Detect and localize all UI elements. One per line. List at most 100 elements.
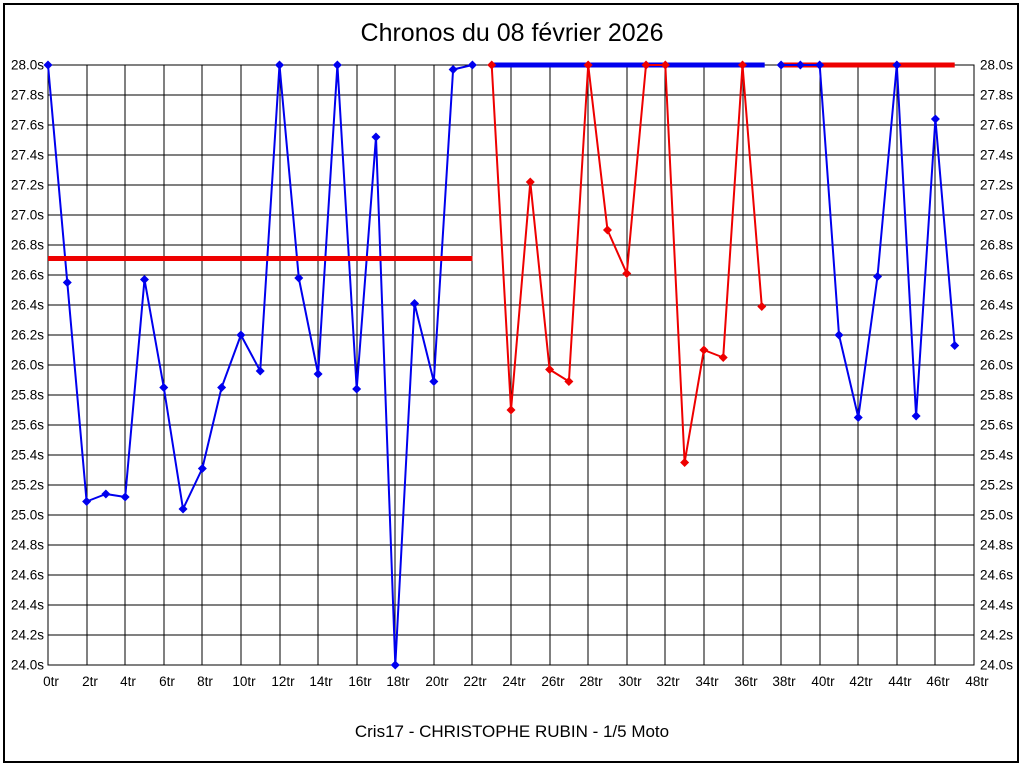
- red-stint-marker: [487, 60, 497, 70]
- blue-stint-1-marker: [101, 489, 111, 499]
- y-tick-label-left: 24.2s: [11, 628, 44, 643]
- blue-stint-2-marker: [873, 272, 883, 281]
- y-tick-label-right: 24.6s: [980, 568, 1013, 583]
- x-tick-label: 14tr: [309, 674, 333, 689]
- blue-stint-1-marker: [139, 275, 149, 284]
- y-tick-label-left: 25.0s: [11, 508, 44, 523]
- red-stint-marker: [680, 458, 690, 467]
- y-tick-label-left: 24.8s: [11, 538, 44, 553]
- y-tick-label-left: 26.8s: [11, 238, 44, 253]
- y-tick-label-right: 26.2s: [980, 328, 1013, 343]
- blue-stint-1-marker: [159, 383, 169, 392]
- outer-frame: [3, 3, 1019, 763]
- x-tick-label: 28tr: [579, 674, 603, 689]
- chart-title: Chronos du 08 février 2026: [360, 19, 664, 47]
- blue-stint-1-marker: [255, 366, 265, 376]
- y-tick-label-left: 26.2s: [11, 328, 44, 343]
- y-tick-label-left: 26.0s: [11, 358, 44, 373]
- y-tick-label-right: 26.6s: [980, 268, 1013, 283]
- y-tick-label-right: 24.8s: [980, 538, 1013, 553]
- x-tick-label: 26tr: [541, 674, 565, 689]
- red-stint-marker: [545, 365, 555, 374]
- x-tick-label: 20tr: [425, 674, 449, 689]
- x-tick-label: 2tr: [82, 674, 98, 689]
- x-tick-label: 48tr: [965, 674, 989, 689]
- x-tick-label: 30tr: [618, 674, 642, 689]
- red-stint-marker: [641, 60, 651, 70]
- blue-stint-2-marker: [853, 413, 863, 422]
- x-tick-label: 38tr: [772, 674, 796, 689]
- y-tick-label-right: 25.0s: [980, 508, 1013, 523]
- blue-stint-1-marker: [352, 384, 362, 394]
- x-tick-label: 42tr: [849, 674, 873, 689]
- y-tick-label-right: 25.2s: [980, 478, 1013, 493]
- blue-stint-2-marker: [815, 60, 825, 70]
- y-tick-label-left: 25.2s: [11, 478, 44, 493]
- red-stint-marker: [718, 353, 728, 362]
- x-tick-label: 10tr: [232, 674, 256, 689]
- y-tick-label-left: 25.8s: [11, 388, 44, 403]
- x-tick-label: 6tr: [159, 674, 175, 689]
- x-tick-label: 4tr: [120, 674, 136, 689]
- y-tick-label-left: 25.4s: [11, 448, 44, 463]
- y-tick-label-left: 26.4s: [11, 298, 44, 313]
- y-tick-label-right: 25.4s: [980, 448, 1013, 463]
- y-tick-label-right: 26.4s: [980, 298, 1013, 313]
- red-stint-marker: [506, 405, 516, 415]
- y-tick-label-right: 25.6s: [980, 418, 1013, 433]
- blue-stint-1-marker: [410, 299, 420, 308]
- blue-stint-2-marker: [950, 341, 960, 350]
- x-tick-label: 24tr: [502, 674, 526, 689]
- blue-stint-2-marker: [892, 60, 902, 70]
- blue-stint-2-line: [781, 64, 956, 419]
- y-tick-label-left: 27.4s: [11, 148, 44, 163]
- y-tick-label-left: 24.4s: [11, 598, 44, 613]
- y-tick-label-right: 26.8s: [980, 238, 1013, 253]
- y-tick-label-left: 27.0s: [11, 208, 44, 223]
- blue-stint-1-marker: [43, 60, 53, 70]
- blue-stint-1-marker: [332, 60, 342, 70]
- blue-stint-1-marker: [82, 497, 92, 506]
- chart-subtitle: Cris17 - CHRISTOPHE RUBIN - 1/5 Moto: [354, 722, 670, 741]
- blue-stint-2-marker: [930, 114, 940, 124]
- red-stint-marker: [757, 302, 767, 311]
- blue-stint-2-marker: [795, 60, 805, 70]
- y-tick-label-left: 26.6s: [11, 268, 44, 283]
- blue-stint-1-marker: [313, 369, 323, 379]
- y-tick-label-left: 24.0s: [11, 658, 44, 673]
- red-stint-marker: [660, 60, 670, 70]
- blue-stint-1-marker: [217, 383, 227, 392]
- blue-stint-1-marker: [294, 273, 304, 283]
- y-tick-label-left: 25.6s: [11, 418, 44, 433]
- y-tick-label-right: 24.4s: [980, 598, 1013, 613]
- y-tick-label-right: 24.0s: [980, 658, 1013, 673]
- x-tick-label: 12tr: [271, 674, 295, 689]
- blue-stint-1-marker: [429, 377, 439, 386]
- blue-stint-1-marker: [448, 65, 458, 74]
- blue-stint-1-marker: [371, 132, 381, 142]
- blue-stint-1-marker: [390, 660, 400, 670]
- y-tick-label-right: 24.2s: [980, 628, 1013, 643]
- red-stint-marker: [525, 177, 535, 187]
- blue-stint-1-marker: [120, 492, 130, 502]
- y-tick-label-right: 28.0s: [980, 58, 1013, 73]
- y-tick-label-right: 27.0s: [980, 208, 1013, 223]
- y-tick-label-left: 24.6s: [11, 568, 44, 583]
- y-tick-label-right: 27.6s: [980, 118, 1013, 133]
- blue-stint-1-marker: [197, 464, 207, 473]
- blue-stint-1-marker: [467, 60, 477, 70]
- blue-stint-2-marker: [911, 411, 921, 421]
- x-tick-label: 32tr: [656, 674, 680, 689]
- x-tick-label: 36tr: [734, 674, 758, 689]
- red-stint-marker: [602, 225, 612, 235]
- y-tick-label-right: 27.8s: [980, 88, 1013, 103]
- x-tick-label: 44tr: [888, 674, 912, 689]
- blue-stint-2-marker: [834, 330, 844, 340]
- red-stint-marker: [583, 60, 593, 70]
- blue-stint-1-marker: [275, 60, 284, 70]
- red-stint-marker: [564, 377, 574, 386]
- red-stint-marker: [622, 269, 632, 278]
- blue-stint-1-marker: [62, 278, 72, 287]
